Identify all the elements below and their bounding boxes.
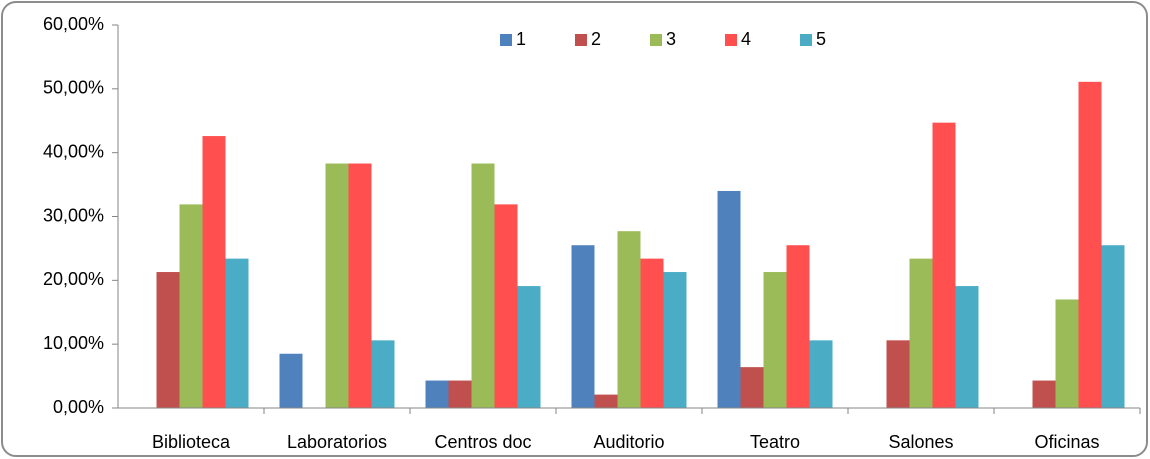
bar bbox=[348, 163, 372, 408]
legend-label: 4 bbox=[741, 29, 751, 49]
bar bbox=[932, 122, 956, 408]
bar bbox=[279, 353, 303, 408]
legend-label: 2 bbox=[591, 29, 601, 49]
legend-label: 1 bbox=[516, 29, 526, 49]
bar bbox=[225, 258, 249, 408]
x-tick-label: Biblioteca bbox=[152, 432, 231, 452]
legend-swatch bbox=[800, 34, 812, 46]
x-tick-label: Auditorio bbox=[593, 432, 664, 452]
bar bbox=[448, 380, 472, 408]
bar bbox=[809, 340, 833, 408]
bar bbox=[1055, 299, 1079, 408]
y-tick-label: 60,00% bbox=[43, 14, 104, 34]
bar bbox=[371, 340, 395, 408]
bar bbox=[594, 394, 618, 408]
bar bbox=[617, 231, 641, 408]
bar bbox=[1078, 81, 1102, 408]
x-tick-label: Salones bbox=[888, 432, 953, 452]
x-tick-label: Oficinas bbox=[1034, 432, 1099, 452]
bar bbox=[717, 190, 741, 408]
bar bbox=[740, 367, 764, 408]
bar bbox=[202, 136, 226, 408]
legend-label: 3 bbox=[666, 29, 676, 49]
bar bbox=[471, 163, 495, 408]
x-tick-label: Laboratorios bbox=[287, 432, 387, 452]
bar bbox=[1101, 245, 1125, 408]
y-tick-label: 30,00% bbox=[43, 205, 104, 225]
bar bbox=[886, 340, 910, 408]
bar bbox=[494, 204, 518, 408]
bar bbox=[663, 272, 687, 408]
legend-swatch bbox=[500, 34, 512, 46]
bar bbox=[425, 380, 449, 408]
x-tick-label: Centros doc bbox=[434, 432, 531, 452]
bar bbox=[955, 286, 979, 408]
y-tick-label: 20,00% bbox=[43, 269, 104, 289]
bar bbox=[640, 258, 664, 408]
bar bbox=[517, 286, 541, 408]
bar bbox=[179, 204, 203, 408]
bar bbox=[763, 272, 787, 408]
legend-label: 5 bbox=[816, 29, 826, 49]
bar bbox=[786, 245, 810, 408]
y-tick-label: 10,00% bbox=[43, 333, 104, 353]
legend-swatch bbox=[575, 34, 587, 46]
legend-swatch bbox=[650, 34, 662, 46]
bar bbox=[325, 163, 349, 408]
x-tick-label: Teatro bbox=[750, 432, 800, 452]
bar bbox=[156, 272, 180, 408]
legend-swatch bbox=[725, 34, 737, 46]
y-tick-label: 0,00% bbox=[53, 397, 104, 417]
y-tick-label: 50,00% bbox=[43, 78, 104, 98]
bar bbox=[909, 258, 933, 408]
y-tick-label: 40,00% bbox=[43, 141, 104, 161]
bar bbox=[571, 245, 595, 408]
bar bbox=[1032, 380, 1056, 408]
